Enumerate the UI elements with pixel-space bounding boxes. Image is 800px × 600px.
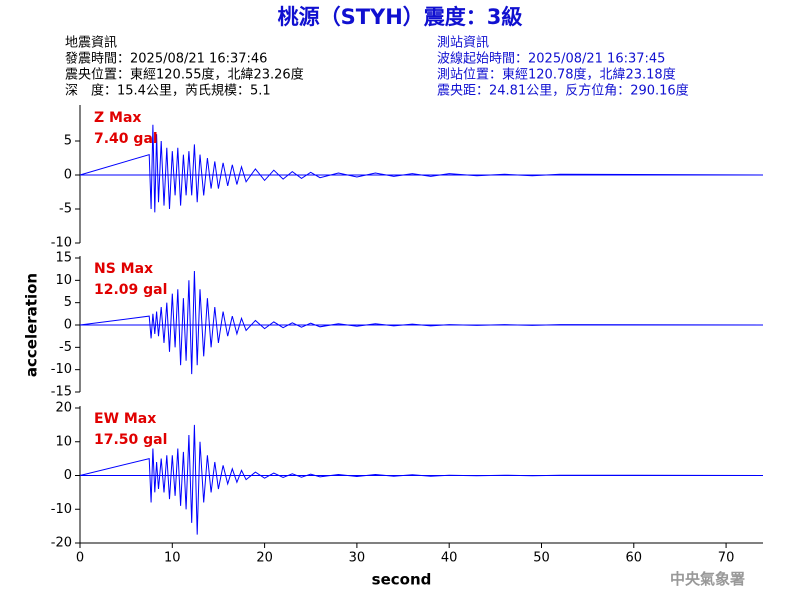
station-info: 波線起始時間：2025/08/21 16:37:45	[437, 51, 665, 67]
max-value: 12.09 gal	[94, 282, 167, 298]
title: 桃源（STYH）震度：3級	[278, 5, 523, 29]
y-axis-label: acceleration	[23, 273, 41, 377]
y-tick-label: 0	[64, 168, 72, 183]
station-info: 測站資訊	[437, 36, 489, 51]
waveform	[79, 124, 764, 213]
y-tick-label: -10	[51, 502, 72, 517]
x-tick-label: 20	[256, 551, 273, 566]
x-tick-label: 50	[533, 551, 550, 566]
y-tick-label: 5	[64, 295, 72, 310]
y-tick-label: -20	[51, 536, 72, 551]
station-info: 測站位置：東經120.78度，北緯23.18度	[437, 67, 676, 83]
max-value: 7.40 gal	[94, 131, 158, 147]
y-tick-label: 10	[55, 273, 72, 288]
y-tick-label: 0	[64, 318, 72, 333]
x-axis-label: second	[372, 571, 432, 589]
quake-info: 深 度：15.4公里，芮氏規模：5.1	[65, 83, 271, 99]
x-tick-label: 0	[76, 551, 84, 566]
max-label: EW Max	[94, 411, 156, 427]
quake-info: 地震資訊	[65, 36, 117, 51]
waveform	[79, 270, 764, 375]
quake-info: 震央位置：東經120.55度，北緯23.26度	[65, 67, 304, 83]
x-tick-label: 30	[349, 551, 366, 566]
y-tick-label: 0	[64, 468, 72, 483]
quake-info: 發震時間：2025/08/21 16:37:46	[65, 52, 267, 67]
y-tick-label: -5	[59, 340, 72, 355]
y-tick-label: 20	[55, 401, 72, 416]
max-label: Z Max	[94, 110, 141, 126]
max-value: 17.50 gal	[94, 432, 167, 448]
y-tick-label: 5	[64, 134, 72, 149]
max-label: NS Max	[94, 261, 153, 277]
y-tick-label: 10	[55, 434, 72, 449]
y-tick-label: 15	[55, 251, 72, 266]
x-tick-label: 40	[441, 551, 458, 566]
y-tick-label: -15	[51, 385, 72, 400]
x-tick-label: 70	[718, 551, 735, 566]
x-tick-label: 10	[164, 551, 181, 566]
y-tick-label: -10	[51, 236, 72, 251]
station-info: 震央距：24.81公里，反方位角：290.16度	[437, 83, 689, 99]
waveform	[79, 424, 764, 535]
footer: 中央氣象署	[670, 570, 745, 588]
y-tick-label: -5	[59, 202, 72, 217]
x-tick-label: 60	[626, 551, 643, 566]
y-tick-label: -10	[51, 362, 72, 377]
